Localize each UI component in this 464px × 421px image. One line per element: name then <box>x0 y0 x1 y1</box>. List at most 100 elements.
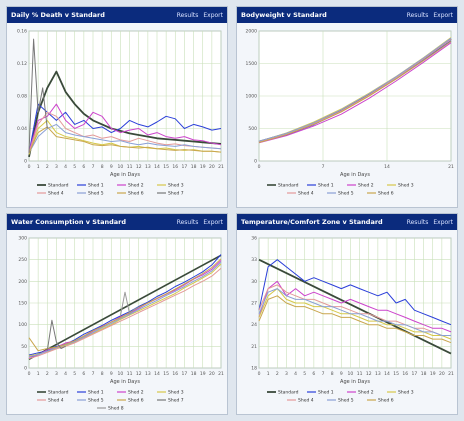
y-tick-label: 24 <box>251 322 257 328</box>
series-line <box>258 42 452 144</box>
panel-header: Bodyweight v Standard Results Export <box>237 7 457 23</box>
x-tick-label: 14 <box>154 164 160 170</box>
y-tick-label: 0.12 <box>17 61 27 67</box>
x-tick-label: 16 <box>402 371 408 377</box>
series-line <box>258 295 452 344</box>
x-tick-label: 9 <box>110 164 113 170</box>
y-tick-label: 500 <box>248 126 257 132</box>
x-tick-label: 20 <box>209 371 215 377</box>
y-tick-label: 0.08 <box>17 94 27 100</box>
series-line <box>258 284 451 336</box>
x-tick-label: 4 <box>294 371 297 377</box>
x-tick-label: 21 <box>448 371 454 377</box>
x-axis-label: Age in Days <box>340 172 370 178</box>
x-tick-label: 17 <box>182 164 188 170</box>
dashboard-grid: Daily % Death v Standard Results Export … <box>6 6 458 415</box>
x-tick-label: 0 <box>28 371 31 377</box>
legend-label: Shed 8 <box>108 406 124 412</box>
legend-label: Shed 4 <box>48 191 64 197</box>
x-tick-label: 20 <box>439 371 445 377</box>
x-tick-label: 3 <box>55 371 58 377</box>
x-tick-label: 5 <box>303 371 306 377</box>
bodyweight-chart: 0 7 14 21 0 500 1000 1500 2000 Age in Days Standar… <box>246 29 454 197</box>
x-tick-label: 0 <box>258 164 261 170</box>
chart-panel-water: Water Consumption v Standard Results Exp… <box>6 213 228 415</box>
legend-label: Shed 3 <box>398 390 414 396</box>
export-link[interactable]: Export <box>203 218 223 226</box>
x-tick-label: 4 <box>64 371 67 377</box>
x-tick-label: 1 <box>267 371 270 377</box>
series-line <box>258 38 452 143</box>
x-tick-label: 11 <box>357 371 363 377</box>
legend-label: Shed 1 <box>318 183 334 189</box>
legend-label: Shed 3 <box>168 183 184 189</box>
x-tick-label: 7 <box>92 164 95 170</box>
legend-label: Shed 6 <box>378 191 394 197</box>
series-line <box>46 319 66 351</box>
x-tick-label: 14 <box>384 164 390 170</box>
x-tick-label: 6 <box>82 371 85 377</box>
panel-header: Temperature/Comfort Zone v Standard Resu… <box>237 214 457 230</box>
x-tick-label: 7 <box>322 371 325 377</box>
y-tick-label: 0 <box>24 366 27 372</box>
x-tick-label: 12 <box>366 371 372 377</box>
daily-death-chart: 0 1 2 3 4 5 6 7 8 9 10 11 12 13 14 15 16 17 18 19 20 2100.040… <box>17 29 224 197</box>
panel-title: Water Consumption v Standard <box>11 218 126 226</box>
results-link[interactable]: Results <box>406 11 429 19</box>
x-tick-label: 15 <box>163 371 169 377</box>
legend-label: Shed 2 <box>128 183 144 189</box>
y-tick-label: 50 <box>21 344 27 350</box>
legend-label: Shed 6 <box>128 398 144 404</box>
x-tick-label: 7 <box>92 371 95 377</box>
y-tick-label: 200 <box>18 279 27 285</box>
legend-label: Standard <box>48 183 69 189</box>
y-tick-label: 1000 <box>246 94 258 100</box>
panel-title: Temperature/Comfort Zone v Standard <box>241 218 383 226</box>
legend-label: Shed 4 <box>48 398 64 404</box>
y-tick-label: 0 <box>24 159 27 165</box>
legend-label: Shed 2 <box>358 183 374 189</box>
x-tick-label: 2 <box>276 371 279 377</box>
x-tick-label: 13 <box>145 164 151 170</box>
panel-title: Bodyweight v Standard <box>241 11 327 19</box>
x-tick-label: 2 <box>46 371 49 377</box>
series-line <box>28 267 222 359</box>
results-link[interactable]: Results <box>176 11 199 19</box>
y-tick-label: 0 <box>254 159 257 165</box>
y-tick-label: 0.04 <box>17 126 27 132</box>
x-tick-label: 8 <box>101 164 104 170</box>
x-tick-label: 5 <box>73 371 76 377</box>
export-link[interactable]: Export <box>433 218 453 226</box>
legend-label: Shed 7 <box>168 398 184 404</box>
results-link[interactable]: Results <box>406 218 429 226</box>
x-tick-label: 18 <box>421 371 427 377</box>
legend-label: Shed 2 <box>128 390 144 396</box>
x-tick-label: 21 <box>218 371 224 377</box>
chart-panel-temperature: Temperature/Comfort Zone v Standard Resu… <box>236 213 458 415</box>
x-tick-label: 6 <box>312 371 315 377</box>
series-line <box>119 291 139 317</box>
series-line <box>258 259 452 326</box>
legend-label: Shed 5 <box>88 398 104 404</box>
results-link[interactable]: Results <box>176 218 199 226</box>
series-line <box>28 126 222 154</box>
y-tick-label: 100 <box>18 322 27 328</box>
y-tick-label: 250 <box>18 257 27 263</box>
x-tick-label: 10 <box>118 371 124 377</box>
y-tick-label: 21 <box>251 344 257 350</box>
x-tick-label: 13 <box>375 371 381 377</box>
x-tick-label: 11 <box>127 371 133 377</box>
export-link[interactable]: Export <box>203 11 223 19</box>
legend-label: Shed 7 <box>168 191 184 197</box>
y-tick-label: 36 <box>251 236 257 242</box>
legend-label: Standard <box>278 183 299 189</box>
x-tick-label: 14 <box>384 371 390 377</box>
x-tick-label: 10 <box>118 164 124 170</box>
series-line <box>28 70 222 158</box>
export-link[interactable]: Export <box>433 11 453 19</box>
legend-label: Shed 6 <box>378 398 394 404</box>
series-line <box>28 123 222 154</box>
x-tick-label: 12 <box>136 164 142 170</box>
legend-label: Standard <box>48 390 69 396</box>
x-tick-label: 3 <box>285 371 288 377</box>
